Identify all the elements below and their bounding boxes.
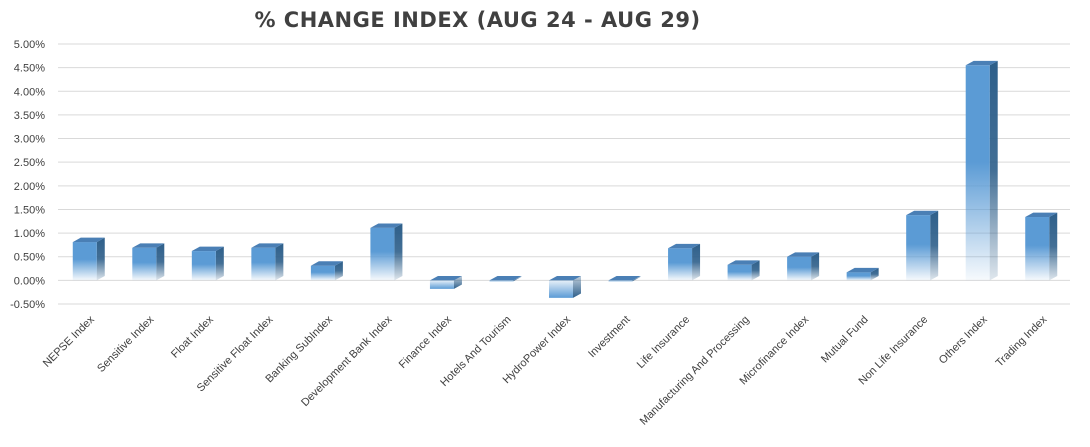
x-category-label: Sensitive Index	[95, 313, 157, 375]
y-tick-label: 0.50%	[14, 252, 45, 264]
bar-top	[1025, 212, 1058, 218]
bar	[132, 243, 165, 281]
x-category-label: Float Index	[169, 313, 216, 360]
y-tick-label: 4.00%	[14, 86, 45, 98]
y-tick-label: 5.00%	[14, 39, 45, 51]
bar-side	[692, 243, 701, 281]
y-tick-label: 3.00%	[14, 134, 45, 146]
bar-top	[846, 267, 879, 273]
bar-top	[191, 246, 224, 252]
y-axis-ticks: 5.00% 4.50% 4.00% 3.50% 3.00% 2.50% 2.00% 1.50%…	[10, 39, 45, 311]
bar-front	[727, 264, 752, 281]
bar-top	[132, 243, 165, 248]
x-category-label: Manufacturing And Processing	[638, 314, 752, 428]
bar	[191, 246, 224, 281]
x-category-label: Mutual Fund	[819, 314, 871, 366]
bar-front	[906, 215, 931, 281]
bar-side	[632, 275, 641, 282]
bar	[489, 275, 522, 282]
bar-front	[846, 272, 871, 281]
bar-side	[156, 243, 165, 281]
y-tick-label: 0.00%	[14, 275, 45, 287]
x-category-label: Others Index	[937, 313, 990, 366]
bar-side	[453, 275, 462, 289]
bar-side	[870, 267, 879, 281]
bar-top	[370, 223, 403, 228]
bar-side	[1049, 212, 1058, 281]
bar-side	[215, 246, 224, 281]
bar-top	[251, 243, 284, 248]
bar	[727, 260, 760, 281]
y-tick-label: 1.50%	[14, 204, 45, 216]
bar-top	[549, 275, 581, 281]
chart-title: % CHANGE INDEX (AUG 24 - AUG 29)	[254, 8, 701, 32]
x-category-label: Trading Index	[994, 313, 1050, 369]
x-category-label: Finance Index	[397, 313, 455, 371]
bar-side	[334, 261, 343, 281]
bar-front	[965, 65, 990, 281]
y-tick-label: 2.00%	[14, 181, 45, 193]
bar-top	[727, 260, 760, 265]
bar-side	[989, 60, 998, 281]
bar-top	[489, 275, 522, 281]
bar-front	[191, 251, 216, 281]
bar-side	[96, 237, 105, 281]
bar	[906, 210, 939, 281]
bar-front	[787, 256, 812, 281]
bar	[1025, 212, 1058, 281]
bars	[72, 60, 1058, 298]
y-tick-label: 3.50%	[14, 110, 45, 122]
bar-front	[489, 280, 514, 282]
bar-front	[132, 247, 157, 281]
bar-front	[549, 280, 573, 298]
bar-side	[394, 223, 403, 281]
x-category-label: HydroPower Index	[501, 313, 574, 386]
bar-side	[751, 260, 760, 281]
bar-side	[930, 210, 939, 281]
bar	[787, 252, 820, 281]
bar-front	[429, 280, 454, 289]
bar-front	[1025, 217, 1050, 281]
bar-top	[310, 261, 343, 266]
bar-front	[668, 248, 693, 281]
y-tick-label: 2.50%	[14, 157, 45, 169]
bar-top	[72, 237, 105, 243]
y-tick-label: 1.00%	[14, 228, 45, 240]
y-tick-label: 4.50%	[14, 63, 45, 75]
x-category-label: Investment	[586, 314, 633, 361]
bar-side	[811, 252, 820, 281]
bar	[668, 243, 701, 281]
bar	[965, 60, 998, 281]
x-category-label: NEPSE Index	[41, 313, 97, 369]
bar	[608, 275, 641, 282]
bar-top	[787, 252, 820, 257]
bar-side	[573, 275, 581, 298]
bar-front	[72, 242, 97, 281]
bar-side	[513, 275, 522, 282]
bar-front	[251, 247, 276, 281]
bar	[846, 267, 879, 281]
bar-front	[310, 265, 335, 281]
bar	[72, 237, 105, 281]
y-tick-label: -0.50%	[10, 299, 45, 311]
bar-side	[275, 243, 284, 281]
bar-front	[608, 280, 633, 282]
bar	[251, 243, 284, 281]
bar-front	[370, 227, 395, 281]
bar	[549, 275, 581, 298]
bar-top	[608, 275, 641, 281]
bar	[429, 275, 462, 289]
x-category-label: Life Insurance	[635, 314, 692, 371]
bar-top	[906, 210, 939, 216]
bar	[370, 223, 403, 281]
bar-top	[965, 60, 998, 66]
bar-top	[668, 243, 701, 249]
bar	[310, 261, 343, 281]
bar-top	[429, 275, 462, 281]
